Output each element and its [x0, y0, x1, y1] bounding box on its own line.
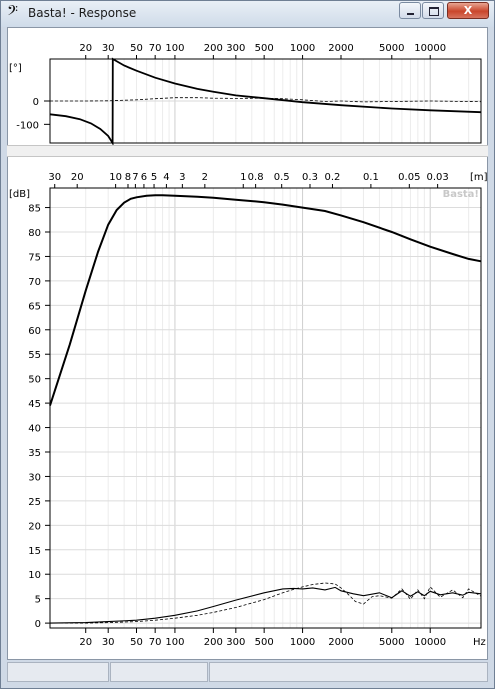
magnitude-y-tick-label: 35	[28, 448, 41, 459]
phase-freq-tick-label: 10000	[414, 43, 446, 54]
magnitude-y-tick-label: 0	[35, 619, 41, 630]
magnitude-freq-tick-label: 200	[204, 637, 223, 648]
magnitude-freq-tick-label: 1000	[290, 637, 315, 648]
status-cell-3	[209, 662, 488, 682]
phase-freq-tick-label: 200	[204, 43, 223, 54]
wavelength-tick-label: 4	[163, 172, 169, 183]
phase-freq-tick-label: 500	[255, 43, 274, 54]
magnitude-series-line-1	[49, 194, 482, 406]
phase-freq-tick-label: 1000	[290, 43, 315, 54]
wavelength-unit: [m]	[470, 172, 488, 183]
status-cell-1	[7, 662, 109, 682]
phase-y-ticks: 0 -100	[16, 97, 50, 131]
phase-freq-tick-label: 30	[102, 43, 115, 54]
magnitude-y-tick-label: 15	[28, 546, 41, 557]
magnitude-y-tick-label: 45	[28, 399, 41, 410]
maximize-icon	[429, 7, 439, 16]
minimize-icon	[407, 13, 414, 15]
phase-freq-tick-label: 50	[130, 43, 143, 54]
minimize-button[interactable]	[399, 2, 421, 19]
maximize-button[interactable]	[422, 2, 444, 19]
wavelength-tick-label: 30	[48, 172, 61, 183]
wavelength-tick-label: 0.1	[363, 172, 379, 183]
magnitude-y-tick-label: 60	[28, 326, 41, 337]
magnitude-y-tick-label: 80	[28, 228, 41, 239]
magnitude-freq-tick-label: 20	[79, 637, 92, 648]
wavelength-tick-label: 7	[132, 172, 138, 183]
plot-area	[7, 27, 488, 660]
magnitude-y-label: [dB]	[9, 189, 30, 200]
magnitude-freq-ticks: 20 30 50 70 100 200 300 500 1000 2000 5000 10000	[79, 628, 446, 648]
magnitude-freq-tick-label: 50	[130, 637, 143, 648]
magnitude-y-tick-label: 50	[28, 375, 41, 386]
wavelength-tick-label: 0.2	[325, 172, 341, 183]
magnitude-freq-tick-label: 300	[226, 637, 245, 648]
pane-splitter[interactable]	[7, 145, 488, 157]
magnitude-series-line-2	[49, 586, 482, 624]
wavelength-tick-label: 0.05	[398, 172, 420, 183]
phase-freq-ticks: 20 30 50 70 100 200 300 500 1000 2000 5000 10000	[79, 43, 446, 59]
wavelength-tick-label: 8	[125, 172, 131, 183]
phase-grid	[50, 59, 481, 143]
watermark-text: Basta!	[443, 189, 479, 200]
magnitude-plot[interactable]: 30 20 10 8 7 6 5 4 3 2 1 0.8 0.5 0.3 0.2 0.1 0.05 0.03 [m…	[7, 157, 488, 660]
wavelength-tick-label: 6	[141, 172, 147, 183]
magnitude-freq-tick-label: 500	[255, 637, 274, 648]
magnitude-y-tick-label: 55	[28, 350, 41, 361]
wavelength-ticks: 30 20 10 8 7 6 5 4 3 2 1 0.8 0.5 0.3 0.2 0.1 0.05 0.03	[48, 172, 449, 188]
window-title: Basta! - Response	[28, 6, 137, 20]
magnitude-freq-tick-label: 5000	[379, 637, 404, 648]
magnitude-y-tick-label: 25	[28, 497, 41, 508]
magnitude-y-tick-label: 75	[28, 252, 41, 263]
magnitude-freq-tick-label: 70	[149, 637, 162, 648]
magnitude-y-tick-label: 20	[28, 521, 41, 532]
phase-freq-tick-label: 5000	[379, 43, 404, 54]
wavelength-tick-label: 3	[179, 172, 185, 183]
wavelength-tick-label: 0.3	[302, 172, 318, 183]
magnitude-freq-tick-label: 2000	[328, 637, 353, 648]
magnitude-freq-tick-label: 100	[165, 637, 184, 648]
close-button[interactable]: X	[447, 2, 489, 19]
magnitude-series	[49, 194, 482, 624]
phase-series-line-1	[49, 57, 482, 146]
bass-clef-icon[interactable]: 𝄢	[7, 3, 18, 23]
status-bar	[7, 662, 488, 682]
wavelength-tick-label: 0.5	[274, 172, 290, 183]
phase-y-label: [°]	[9, 63, 22, 74]
wavelength-tick-label: 2	[202, 172, 208, 183]
magnitude-freq-tick-label: 30	[102, 637, 115, 648]
phase-freq-tick-label: 20	[79, 43, 92, 54]
wavelength-tick-label: 1	[240, 172, 246, 183]
phase-freq-tick-label: 70	[149, 43, 162, 54]
magnitude-y-tick-label: 30	[28, 472, 41, 483]
magnitude-y-tick-label: 85	[28, 204, 41, 215]
magnitude-y-tick-label: 65	[28, 301, 41, 312]
magnitude-grid	[50, 188, 481, 628]
magnitude-series-line-3	[50, 582, 482, 624]
phase-plot[interactable]: 20 30 50 70 100 200 300 500 1000 2000 5000 10000 0 -…	[7, 28, 488, 146]
phase-series-line-2	[50, 97, 482, 103]
title-bar[interactable]: 𝄢 Basta! - Response X	[1, 1, 494, 27]
phase-y-tick-label: -100	[16, 120, 39, 131]
wavelength-tick-label: 10	[109, 172, 122, 183]
close-icon: X	[463, 4, 473, 17]
phase-freq-tick-label: 2000	[328, 43, 353, 54]
phase-freq-tick-label: 300	[226, 43, 245, 54]
magnitude-y-tick-label: 40	[28, 424, 41, 435]
wavelength-tick-label: 20	[71, 172, 84, 183]
wavelength-tick-label: 0.8	[248, 172, 264, 183]
magnitude-y-tick-label: 10	[28, 570, 41, 581]
phase-freq-tick-label: 100	[165, 43, 184, 54]
phase-series	[49, 57, 482, 146]
frequency-unit: Hz	[473, 637, 486, 648]
magnitude-y-ticks: 0 5 10 15 20 25 30 35 40 45 50 55 60 65 70 75 80 85	[28, 204, 50, 630]
wavelength-tick-label: 5	[151, 172, 157, 183]
wavelength-tick-label: 0.03	[427, 172, 449, 183]
magnitude-y-tick-label: 5	[35, 595, 41, 606]
phase-y-tick-label: 0	[33, 97, 39, 108]
magnitude-freq-tick-label: 10000	[414, 637, 446, 648]
status-cell-2	[110, 662, 208, 682]
magnitude-y-tick-label: 70	[28, 277, 41, 288]
magnitude-plot-frame	[49, 187, 482, 629]
